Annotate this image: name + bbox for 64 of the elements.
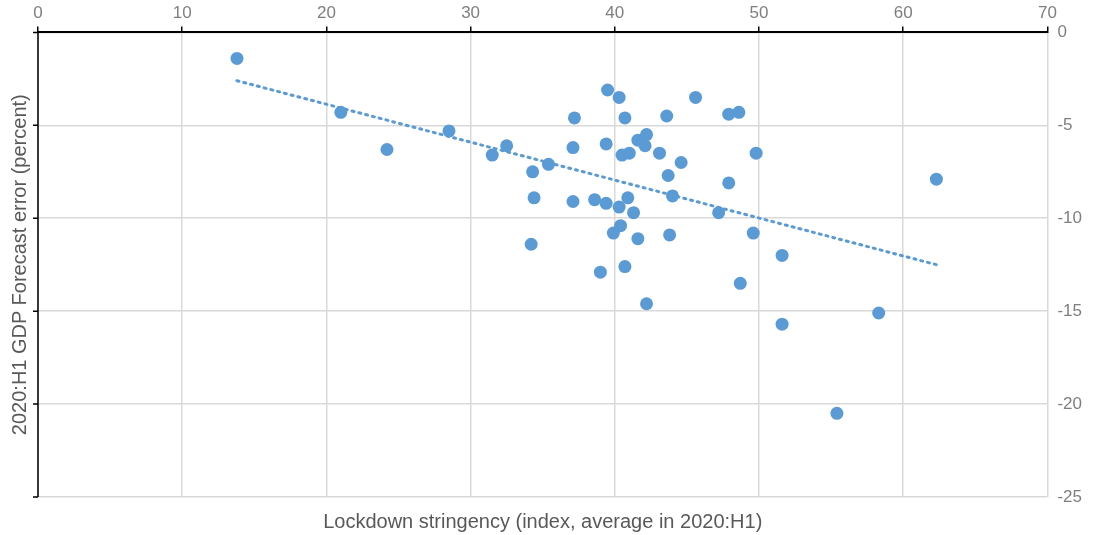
point bbox=[746, 226, 760, 240]
x-tick-label: 10 bbox=[172, 2, 192, 22]
point bbox=[830, 406, 844, 420]
point bbox=[663, 228, 677, 242]
y-tick-label: -15 bbox=[1057, 300, 1083, 320]
y-tick-label: -10 bbox=[1057, 207, 1083, 227]
point bbox=[618, 260, 632, 274]
point bbox=[612, 200, 626, 214]
point bbox=[621, 191, 635, 205]
point bbox=[230, 51, 244, 65]
x-tick-label: 70 bbox=[1037, 2, 1057, 22]
point bbox=[527, 191, 541, 205]
x-tick-label: 20 bbox=[316, 2, 336, 22]
y-tick-label: -5 bbox=[1057, 115, 1073, 135]
point bbox=[588, 193, 602, 207]
x-tick-label: 40 bbox=[605, 2, 625, 22]
point bbox=[500, 139, 514, 153]
point bbox=[485, 148, 499, 162]
y-tick-label: -20 bbox=[1057, 393, 1083, 413]
point bbox=[622, 146, 636, 160]
point bbox=[638, 139, 652, 153]
point bbox=[929, 172, 943, 186]
point bbox=[732, 105, 746, 119]
point bbox=[541, 157, 555, 171]
point bbox=[567, 111, 581, 125]
point bbox=[612, 90, 626, 104]
point bbox=[606, 226, 620, 240]
point bbox=[689, 90, 703, 104]
point bbox=[733, 276, 747, 290]
point bbox=[722, 176, 736, 190]
x-tick-label: 0 bbox=[33, 2, 43, 22]
point bbox=[640, 128, 654, 142]
point bbox=[601, 83, 615, 97]
point bbox=[599, 196, 613, 210]
point bbox=[334, 105, 348, 119]
point bbox=[380, 142, 394, 156]
point bbox=[749, 146, 763, 160]
point bbox=[599, 137, 613, 151]
y-axis-title: 2020:H1 GDP Forecast error (percent) bbox=[7, 94, 30, 436]
point bbox=[660, 109, 674, 123]
point bbox=[775, 317, 789, 331]
point bbox=[666, 189, 679, 203]
point bbox=[526, 165, 540, 179]
point bbox=[566, 141, 580, 155]
y-tick-label: 0 bbox=[1057, 22, 1067, 42]
x-tick-label: 60 bbox=[893, 2, 913, 22]
point bbox=[566, 195, 580, 209]
point bbox=[631, 232, 645, 246]
point bbox=[640, 297, 654, 311]
point bbox=[442, 124, 456, 138]
point bbox=[618, 111, 632, 125]
point bbox=[872, 306, 886, 320]
point bbox=[775, 248, 789, 262]
y-tick-label: -25 bbox=[1057, 486, 1083, 506]
point bbox=[627, 206, 641, 220]
point bbox=[674, 155, 688, 169]
point bbox=[661, 169, 675, 182]
point bbox=[593, 265, 607, 279]
x-axis-title: Lockdown stringency (index, average in 2020:H1) bbox=[323, 509, 763, 532]
point bbox=[712, 206, 726, 220]
x-tick-label: 50 bbox=[749, 2, 769, 22]
point bbox=[524, 237, 538, 251]
x-tick-label: 30 bbox=[461, 2, 481, 22]
point bbox=[653, 146, 667, 160]
